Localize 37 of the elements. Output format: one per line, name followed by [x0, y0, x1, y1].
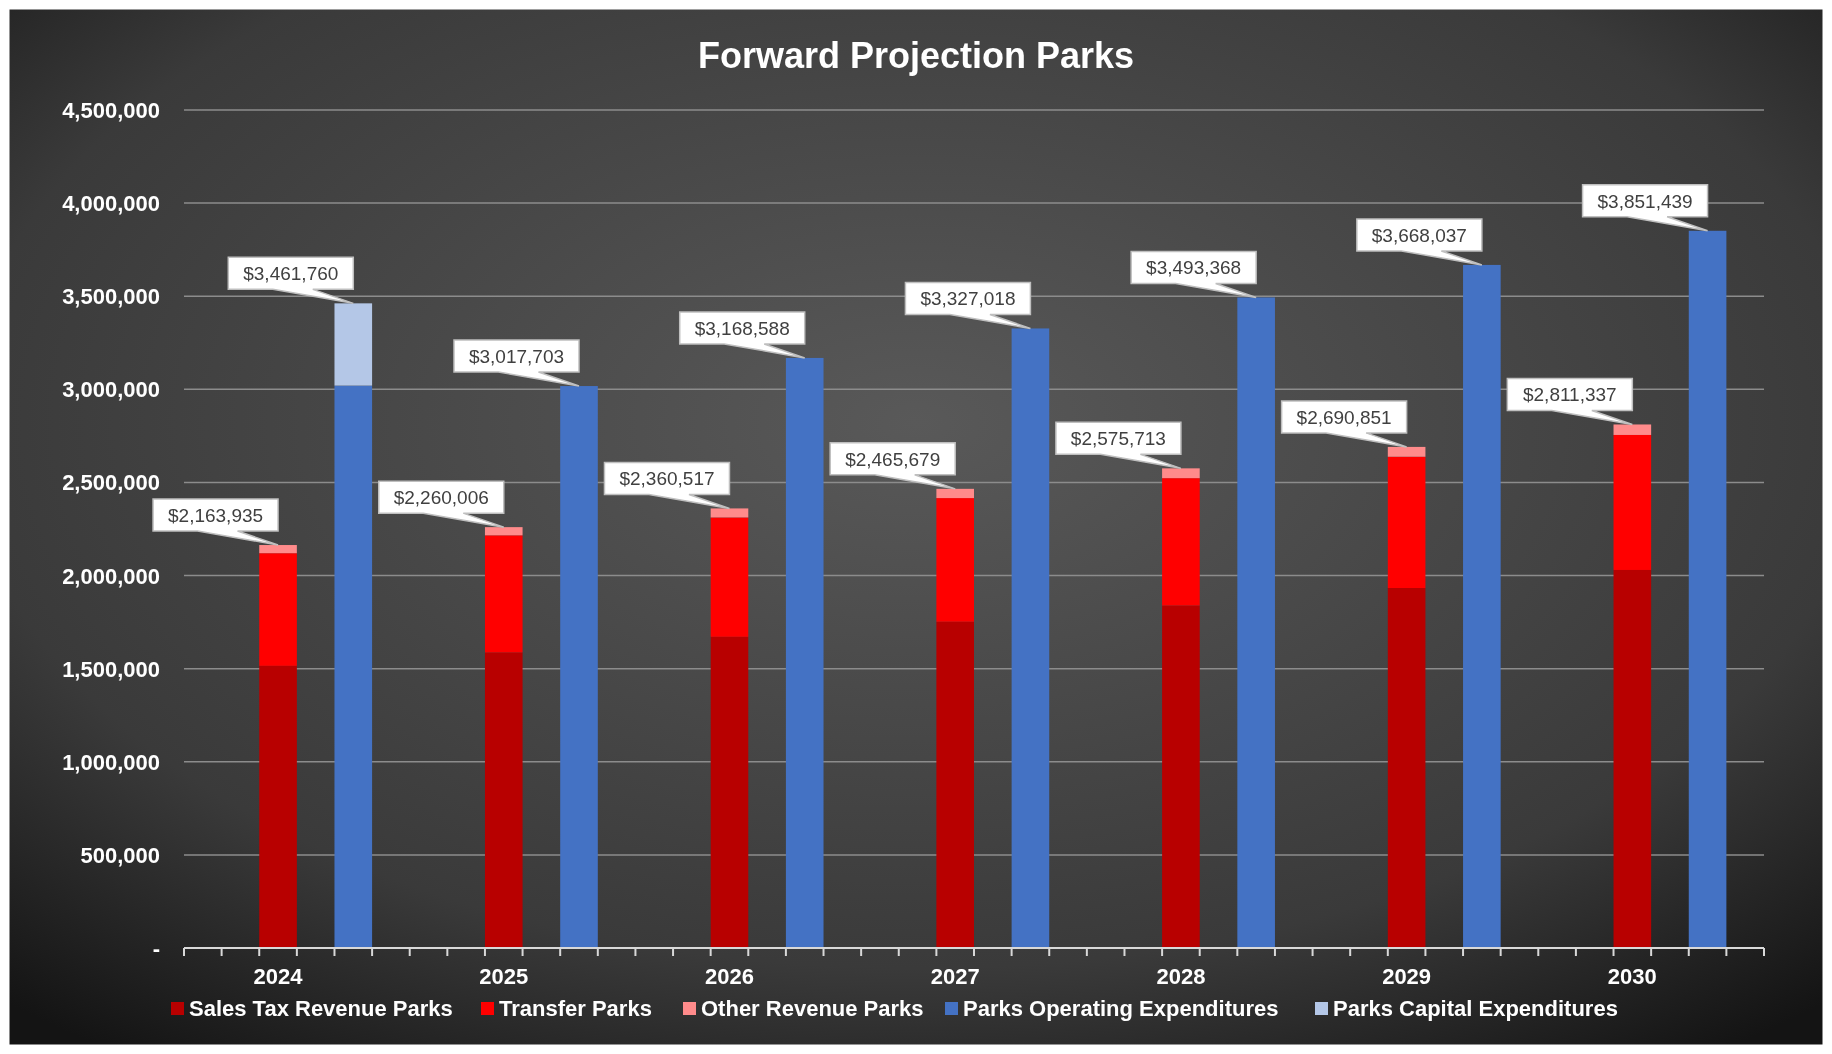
x-tick-label: 2025: [479, 964, 529, 989]
chart-title: Forward Projection Parks: [697, 35, 1135, 76]
total-label: $3,017,703: [468, 346, 565, 368]
legend-label: Transfer Parks: [499, 996, 652, 1021]
total-label: $2,690,851: [1296, 406, 1392, 428]
legend-label: Other Revenue Parks: [701, 996, 924, 1021]
legend-label: Sales Tax Revenue Parks: [189, 996, 453, 1021]
y-tick-label: 3,500,000: [62, 284, 160, 310]
total-label: $3,168,588: [694, 317, 790, 339]
x-tick-label: 2028: [1156, 964, 1206, 989]
total-label: $2,465,679: [845, 448, 941, 470]
y-tick-label: 4,500,000: [62, 98, 160, 123]
x-tick-label: 2030: [1607, 964, 1657, 989]
y-tick-label: -: [152, 936, 160, 961]
total-label: $2,811,337: [1522, 384, 1617, 406]
y-tick-label: 4,000,000: [62, 191, 160, 217]
x-tick-label: 2026: [705, 964, 754, 989]
total-label: $3,327,018: [920, 288, 1016, 310]
legend-label: Parks Capital Expenditures: [1333, 996, 1618, 1021]
x-tick-label: 2027: [930, 964, 980, 989]
y-tick-label: 2,500,000: [62, 470, 160, 496]
total-label: $2,575,713: [1070, 428, 1166, 450]
x-tick-label: 2024: [253, 964, 304, 989]
total-label: $3,461,760: [243, 263, 339, 285]
legend-label: Parks Operating Expenditures: [963, 996, 1279, 1021]
x-tick-label: 2029: [1382, 964, 1432, 989]
y-tick-label: 500,000: [80, 842, 160, 868]
total-label: $3,493,368: [1146, 257, 1242, 279]
total-label: $2,360,517: [619, 468, 715, 490]
total-label: $3,851,439: [1597, 190, 1693, 212]
y-tick-label: 2,000,000: [62, 563, 160, 589]
y-tick-label: 1,500,000: [62, 656, 160, 682]
total-label: $3,668,037: [1371, 224, 1467, 246]
y-tick-label: 1,000,000: [62, 749, 160, 775]
y-tick-label: 3,000,000: [62, 377, 160, 403]
total-label: $2,163,935: [168, 505, 264, 527]
total-label: $2,260,006: [393, 487, 489, 509]
